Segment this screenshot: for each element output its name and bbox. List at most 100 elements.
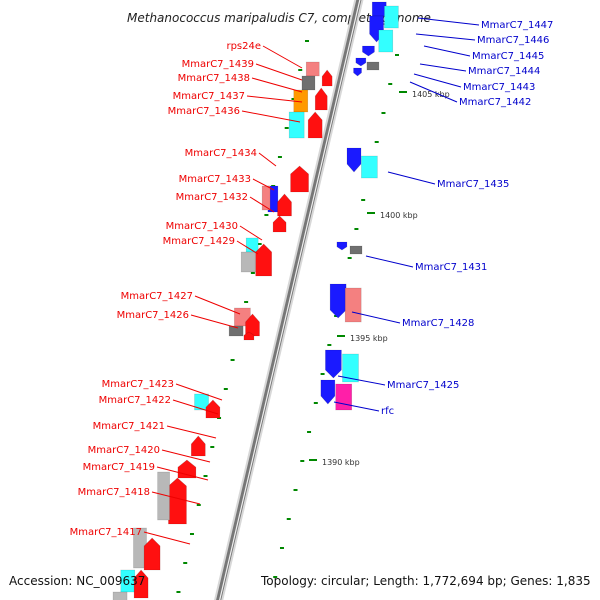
gene-label-left: MmarC7_1433 [179,174,251,185]
leader-line [415,33,476,41]
tick-mark [305,40,310,42]
gene-label-left: MmarC7_1418 [78,487,150,498]
tick-mark [273,576,278,578]
gene-label-left: MmarC7_1436 [168,106,240,117]
leader-line [413,73,462,88]
leader-line [258,152,277,167]
leader-line [239,225,263,241]
scale-tick [309,459,317,461]
tick-mark [279,547,284,549]
scale-label: 1395 kbp [350,334,388,343]
tick-mark [320,373,325,375]
gene-block [344,287,362,323]
gene-label-left: MmarC7_1430 [166,221,238,232]
tick-mark [223,388,228,390]
gene-label-left: MmarC7_1432 [176,192,248,203]
tick-mark [327,344,332,346]
gene-block [301,75,316,91]
backbone-highlight [219,0,361,600]
leader-line [333,401,380,412]
tick-mark [286,518,291,520]
scale-label: 1405 kbp [412,90,450,99]
gene-arrow [255,243,272,277]
tick-mark [210,446,215,448]
scale-tick [337,335,345,337]
leader-line [166,425,217,439]
tick-mark [264,214,269,216]
leader-line [419,63,467,72]
tick-mark [300,460,305,462]
tick-mark [284,127,289,129]
tick-mark [361,199,366,201]
gene-arrow [168,477,187,525]
leader-line [190,314,239,329]
gene-label-left: MmarC7_1423 [102,379,174,390]
gene-block [378,29,394,53]
scale-tick [399,91,407,93]
gene-arrow [329,283,347,319]
gene-label-left: rps24e [226,41,261,52]
tick-mark [347,257,352,259]
leader-line [236,240,259,255]
gene-label-left: MmarC7_1421 [93,421,165,432]
gene-label-left: MmarC7_1438 [178,73,250,84]
scale-label: 1400 kbp [380,211,418,220]
scale-labels: 1405 kbp 1400 kbp 1395 kbp 1390 kbp [309,90,450,467]
gene-arrow [346,147,362,173]
leader-line [423,45,471,57]
gene-label-right: MmarC7_1435 [437,179,509,190]
tick-mark [203,475,208,477]
gene-arrow [314,87,328,111]
gene-block [240,251,256,273]
tick-mark [257,243,262,245]
gene-block [228,325,244,337]
gene-label-left: MmarC7_1419 [83,462,155,473]
gene-labels: rps24e MmarC7_1439 MmarC7_1438 MmarC7_1437 M… [70,17,553,545]
leader-line [387,171,436,185]
tick-mark [293,489,298,491]
backbone-line [216,0,362,600]
scale-label: 1390 kbp [322,458,360,467]
gene-label-right: MmarC7_1445 [472,51,544,62]
gene-arrow [355,57,367,67]
tick-mark [176,591,181,593]
gene-arrow [353,67,362,77]
gene-arrow [320,379,336,405]
gene-arrow [325,349,342,379]
gene-label-left: MmarC7_1420 [88,445,160,456]
gene-label-left: MmarC7_1429 [163,236,235,247]
leader-line [252,178,275,191]
gene-block [194,393,209,411]
leader-line [172,399,219,415]
gene-arrow [190,435,206,457]
leader-line [409,81,458,103]
gene-block [112,591,128,600]
leader-line [156,466,209,481]
gene-arrow [272,215,287,233]
gene-label-right: MmarC7_1431 [415,262,487,273]
genome-backbone [214,0,364,600]
gene-arrow [243,331,255,341]
gene-block [261,185,271,211]
gene-block [361,155,378,179]
tick-mark [307,431,312,433]
gene-features [112,1,399,600]
tick-mark [244,301,249,303]
scale-tick [367,212,375,214]
gene-arrow [277,193,292,217]
leader-line [255,63,303,81]
gene-arrow [177,459,197,479]
tick-mark [291,98,296,100]
leader-line [262,45,303,69]
gene-arrow [290,165,309,193]
leader-line [161,449,211,463]
leader-line [337,375,386,386]
gene-block [305,61,320,77]
tick-mark [298,69,303,71]
tick-mark [277,156,282,158]
gene-label-left: MmarC7_1426 [117,310,189,321]
gene-label-left: MmarC7_1439 [182,59,254,70]
leader-line [246,95,303,103]
